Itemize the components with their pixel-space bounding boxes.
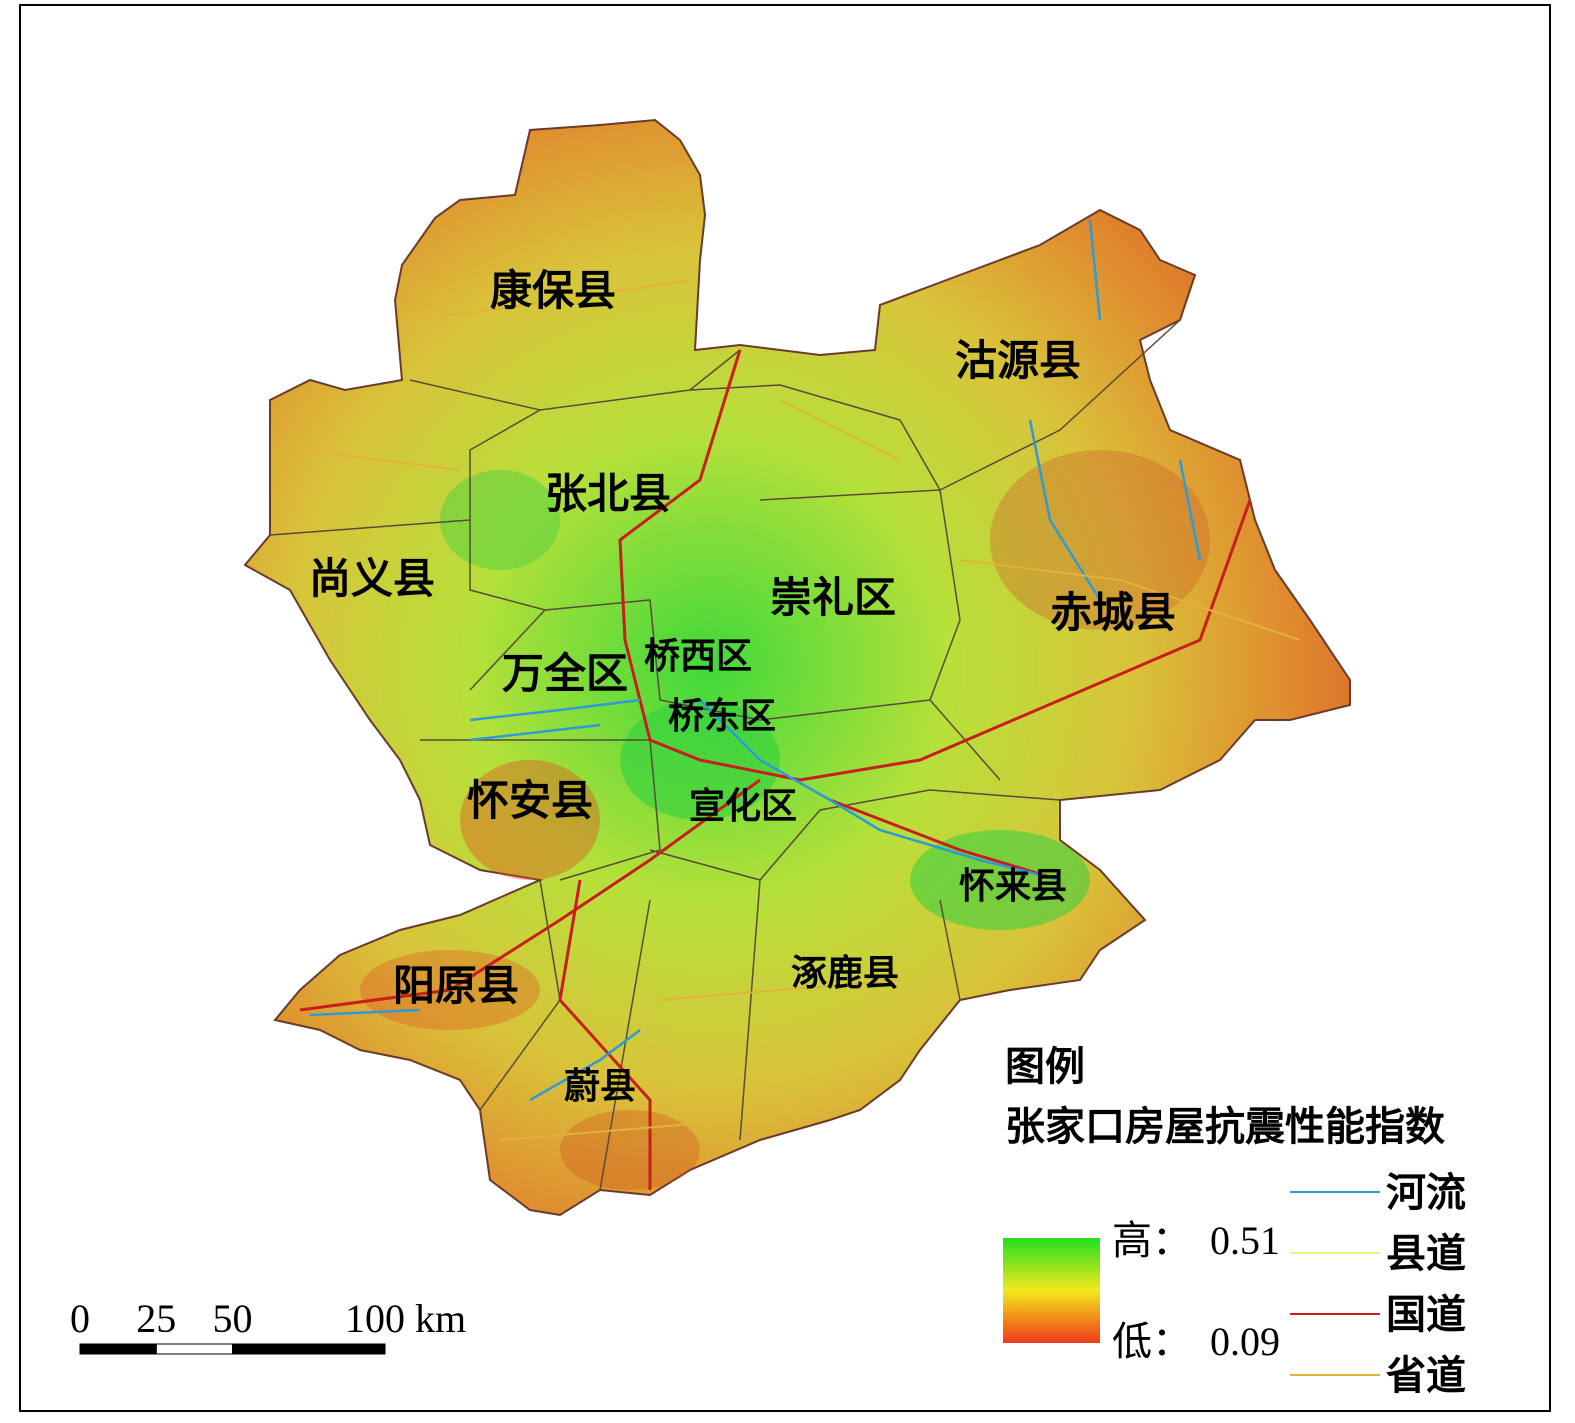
district-label: 康保县 bbox=[490, 268, 616, 315]
legend-line-label: 河流 bbox=[1386, 1170, 1466, 1215]
district-label: 沽源县 bbox=[955, 338, 1081, 385]
district-label: 涿鹿县 bbox=[791, 953, 899, 993]
district-label: 崇礼区 bbox=[770, 575, 896, 622]
district-label: 蔚县 bbox=[564, 1066, 636, 1106]
scale-label: 25 bbox=[136, 1296, 176, 1341]
district-label: 桥东区 bbox=[668, 696, 776, 736]
district-label: 阳原县 bbox=[393, 964, 519, 1010]
district-label: 桥西区 bbox=[644, 636, 752, 676]
frame bbox=[19, 4, 1551, 1412]
district-label: 怀来县 bbox=[959, 866, 1067, 906]
district-label: 宣化区 bbox=[689, 786, 797, 826]
scale-segment bbox=[155, 1343, 233, 1355]
scale-label: 100 bbox=[345, 1296, 405, 1341]
color-ramp bbox=[1003, 1238, 1100, 1343]
district-labels: 康保县 沽源县 张北县 尚义县 崇礼区 赤城县 万全区 桥西区 桥东区 怀安县 … bbox=[309, 268, 1176, 1106]
low-label: 低： bbox=[1112, 1319, 1192, 1364]
district-label: 赤城县 bbox=[1050, 590, 1176, 637]
scale-segment bbox=[79, 1343, 157, 1355]
district-label: 尚义县 bbox=[309, 556, 435, 603]
scale-label: 0 bbox=[70, 1296, 90, 1341]
scale-label: 50 bbox=[213, 1296, 253, 1341]
legend-subtitle: 张家口房屋抗震性能指数 bbox=[1005, 1104, 1445, 1149]
low-value: 0.09 bbox=[1210, 1319, 1280, 1364]
district-label: 张北县 bbox=[545, 472, 671, 518]
region bbox=[243, 118, 1351, 1217]
legend-line-label: 省道 bbox=[1386, 1353, 1466, 1398]
district-label: 怀安县 bbox=[467, 778, 593, 825]
high-label: 高： bbox=[1112, 1218, 1192, 1263]
scale-unit: km bbox=[415, 1296, 466, 1341]
district-label: 万全区 bbox=[502, 650, 628, 698]
legend-title: 图例 bbox=[1005, 1044, 1085, 1089]
legend-line-label: 县道 bbox=[1386, 1231, 1466, 1276]
scale-segment bbox=[232, 1343, 386, 1355]
high-value: 0.51 bbox=[1210, 1218, 1280, 1263]
legend-line-label: 国道 bbox=[1386, 1292, 1466, 1337]
scale-bar: 0 25 50 100 km bbox=[70, 1296, 466, 1355]
